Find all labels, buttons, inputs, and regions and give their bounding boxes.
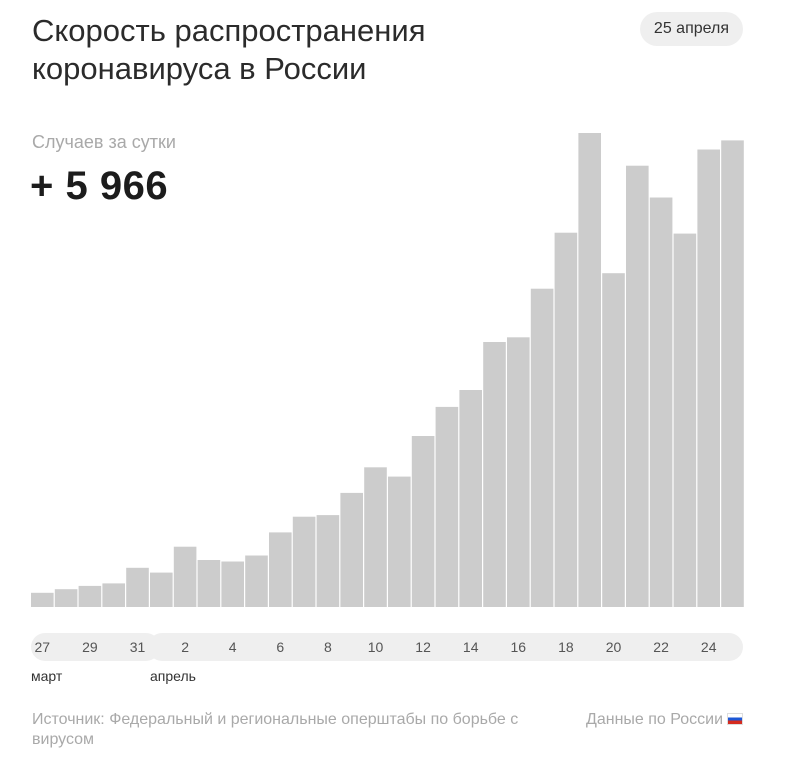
x-tick-label: 4 (229, 639, 237, 655)
bar-11 (388, 476, 411, 607)
bar-3 (197, 560, 221, 607)
bar-14 (459, 390, 482, 607)
bar-21 (626, 165, 649, 607)
chart-title-line-1: Скорость распространения (32, 13, 426, 48)
bar-27 (31, 592, 54, 607)
x-tick-label: 29 (82, 639, 98, 655)
chart-title: Скорость распространения коронавируса в … (32, 12, 592, 88)
bar-23 (673, 233, 697, 607)
bar-2 (173, 546, 197, 607)
bar-4 (221, 561, 244, 607)
x-tick-label: 2 (181, 639, 189, 655)
bar-29 (78, 585, 102, 607)
chart-title-line-2: коронавируса в России (32, 51, 367, 86)
x-tick-label: 22 (653, 639, 669, 655)
cases-label: Случаев за сутки (32, 132, 176, 152)
data-scope: Данные по России (586, 710, 743, 730)
russia-flag-icon (727, 713, 743, 725)
bar-10 (364, 467, 387, 607)
bar-17 (530, 288, 554, 607)
x-tick-label: 8 (324, 639, 332, 655)
x-tick-label: 31 (130, 639, 146, 655)
bar-9 (340, 492, 363, 607)
bar-30 (102, 583, 125, 607)
bar-22 (649, 197, 673, 607)
bar-24 (697, 149, 720, 607)
x-tick-label: 10 (368, 639, 384, 655)
bar-31 (126, 567, 149, 607)
x-tick-label: 18 (558, 639, 574, 655)
x-tick-label: 14 (463, 639, 479, 655)
bar-7 (292, 516, 316, 607)
bar-19 (578, 133, 601, 607)
x-tick-label: 12 (415, 639, 431, 655)
bar-25 (721, 140, 744, 607)
month-label-april: апрель (150, 668, 196, 684)
data-scope-label: Данные по России (586, 711, 723, 728)
cases-value: + 5 966 (30, 164, 169, 208)
x-tick-label: 6 (276, 639, 284, 655)
bar-18 (554, 232, 578, 607)
bar-8 (316, 515, 340, 607)
bar-5 (245, 555, 268, 607)
month-label-march: март (31, 668, 63, 684)
bar-16 (507, 337, 530, 607)
bar-12 (411, 436, 435, 607)
bar-13 (435, 406, 459, 607)
source-note: Источник: Федеральный и региональные опе… (32, 711, 519, 748)
axis-band-march (31, 633, 160, 661)
bar-28 (54, 589, 78, 607)
date-badge: 25 апреля (639, 12, 743, 46)
x-tick-label: 24 (701, 639, 717, 655)
bar-20 (602, 273, 625, 607)
bar-15 (483, 342, 506, 607)
axis-band-april (148, 633, 743, 661)
bar-1 (150, 572, 173, 607)
bar-6 (269, 532, 292, 607)
x-tick-label: 27 (35, 639, 51, 655)
x-tick-label: 20 (606, 639, 622, 655)
x-tick-label: 16 (511, 639, 527, 655)
